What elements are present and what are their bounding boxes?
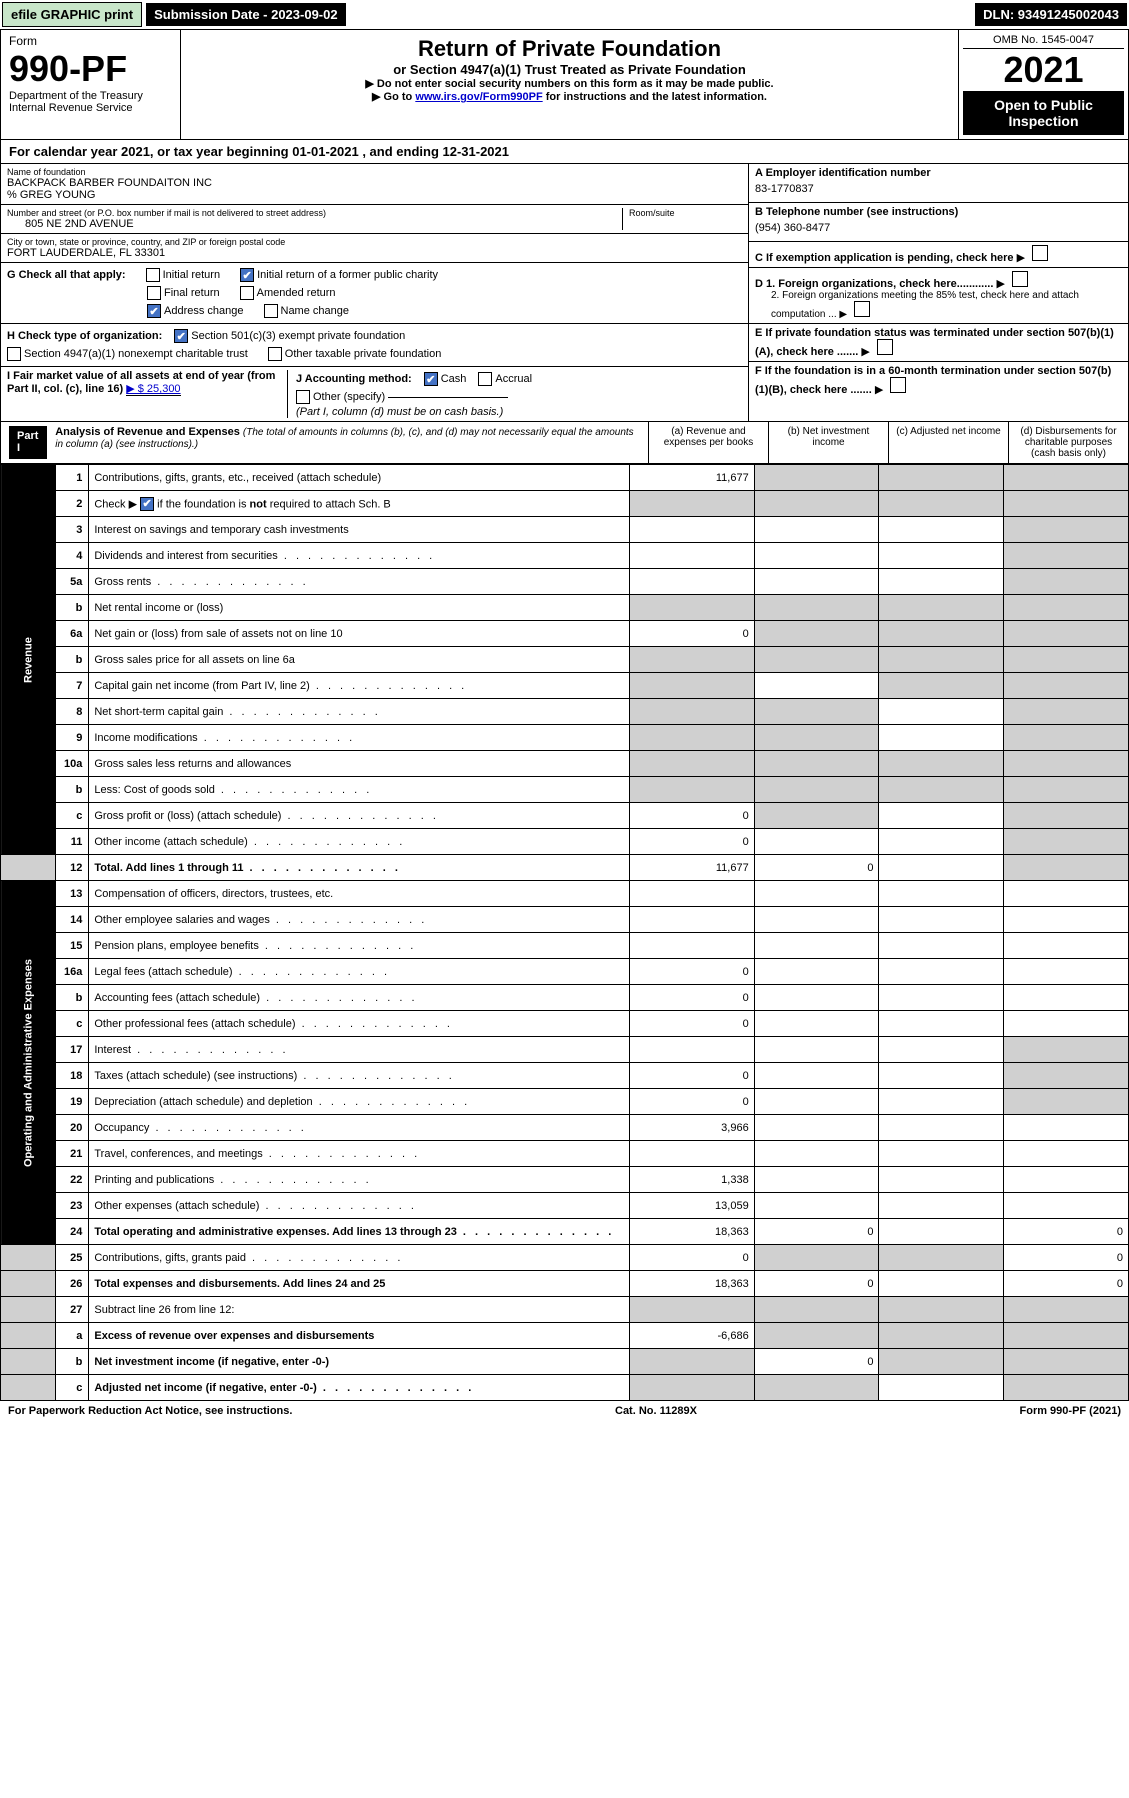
submission-date: Submission Date - 2023-09-02 bbox=[146, 3, 346, 26]
4947-checkbox[interactable] bbox=[7, 347, 21, 361]
ein-cell: A Employer identification number 83-1770… bbox=[749, 164, 1128, 203]
footer-left: For Paperwork Reduction Act Notice, see … bbox=[8, 1405, 292, 1417]
dln-label: DLN: 93491245002043 bbox=[975, 3, 1127, 26]
h-checks-cell: H Check type of organization: ✔Section 5… bbox=[1, 324, 748, 367]
e-checkbox[interactable] bbox=[877, 339, 893, 355]
form-number: 990-PF bbox=[9, 48, 172, 90]
e-cell: E If private foundation status was termi… bbox=[749, 324, 1128, 362]
g-checks-cell: G Check all that apply: Initial return ✔… bbox=[1, 263, 748, 324]
dept-label: Department of the Treasury bbox=[9, 90, 172, 102]
name-change-checkbox[interactable] bbox=[264, 304, 278, 318]
form-title-block: Return of Private Foundation or Section … bbox=[181, 30, 958, 139]
schb-checkbox[interactable]: ✔ bbox=[140, 497, 154, 511]
expenses-side-label: Operating and Administrative Expenses bbox=[1, 881, 56, 1245]
efile-button[interactable]: efile GRAPHIC print bbox=[2, 2, 142, 27]
initial-former-checkbox[interactable]: ✔ bbox=[240, 268, 254, 282]
open-public-badge: Open to Public Inspection bbox=[963, 91, 1124, 135]
phone-cell: B Telephone number (see instructions) (9… bbox=[749, 203, 1128, 242]
other-method-checkbox[interactable] bbox=[296, 390, 310, 404]
col-c-header: (c) Adjusted net income bbox=[888, 422, 1008, 463]
amended-return-checkbox[interactable] bbox=[240, 286, 254, 300]
address-cell: Number and street (or P.O. box number if… bbox=[1, 205, 748, 234]
col-a-header: (a) Revenue and expenses per books bbox=[648, 422, 768, 463]
form-subtitle: or Section 4947(a)(1) Trust Treated as P… bbox=[193, 62, 946, 77]
revenue-side-label: Revenue bbox=[1, 465, 56, 855]
main-table: Revenue 1Contributions, gifts, grants, e… bbox=[0, 464, 1129, 1401]
footer-right: Form 990-PF (2021) bbox=[1020, 1405, 1121, 1417]
cash-checkbox[interactable]: ✔ bbox=[424, 372, 438, 386]
accrual-checkbox[interactable] bbox=[478, 372, 492, 386]
col-b-header: (b) Net investment income bbox=[768, 422, 888, 463]
other-taxable-checkbox[interactable] bbox=[268, 347, 282, 361]
i-j-cell: I Fair market value of all assets at end… bbox=[1, 367, 748, 421]
d2-checkbox[interactable] bbox=[854, 301, 870, 317]
form-note1: ▶ Do not enter social security numbers o… bbox=[193, 77, 946, 90]
form-title: Return of Private Foundation bbox=[193, 36, 946, 62]
form-word: Form bbox=[9, 34, 172, 48]
d-cell: D 1. Foreign organizations, check here..… bbox=[749, 268, 1128, 324]
omb-number: OMB No. 1545-0047 bbox=[963, 34, 1124, 49]
part1-badge: Part I bbox=[9, 426, 47, 459]
final-return-checkbox[interactable] bbox=[147, 286, 161, 300]
address-change-checkbox[interactable]: ✔ bbox=[147, 304, 161, 318]
footer-center: Cat. No. 11289X bbox=[615, 1405, 697, 1417]
city-cell: City or town, state or province, country… bbox=[1, 234, 748, 263]
f-checkbox[interactable] bbox=[890, 377, 906, 393]
form-note2: ▶ Go to www.irs.gov/Form990PF for instru… bbox=[193, 90, 946, 103]
501c3-checkbox[interactable]: ✔ bbox=[174, 329, 188, 343]
initial-return-checkbox[interactable] bbox=[146, 268, 160, 282]
year-block: OMB No. 1545-0047 2021 Open to Public In… bbox=[958, 30, 1128, 139]
calendar-year-line: For calendar year 2021, or tax year begi… bbox=[0, 140, 1129, 164]
form-id-block: Form 990-PF Department of the Treasury I… bbox=[1, 30, 181, 139]
f-cell: F If the foundation is in a 60-month ter… bbox=[749, 362, 1128, 399]
col-d-header: (d) Disbursements for charitable purpose… bbox=[1008, 422, 1128, 463]
fmv-link[interactable]: ▶ $ 25,300 bbox=[126, 383, 180, 396]
foundation-name-cell: Name of foundation BACKPACK BARBER FOUND… bbox=[1, 164, 748, 205]
d1-checkbox[interactable] bbox=[1012, 271, 1028, 287]
irs-link[interactable]: www.irs.gov/Form990PF bbox=[415, 91, 542, 103]
part1-title: Analysis of Revenue and Expenses bbox=[55, 426, 240, 438]
irs-label: Internal Revenue Service bbox=[9, 102, 172, 114]
c-checkbox[interactable] bbox=[1032, 245, 1048, 261]
c-cell: C If exemption application is pending, c… bbox=[749, 242, 1128, 268]
tax-year: 2021 bbox=[963, 49, 1124, 91]
